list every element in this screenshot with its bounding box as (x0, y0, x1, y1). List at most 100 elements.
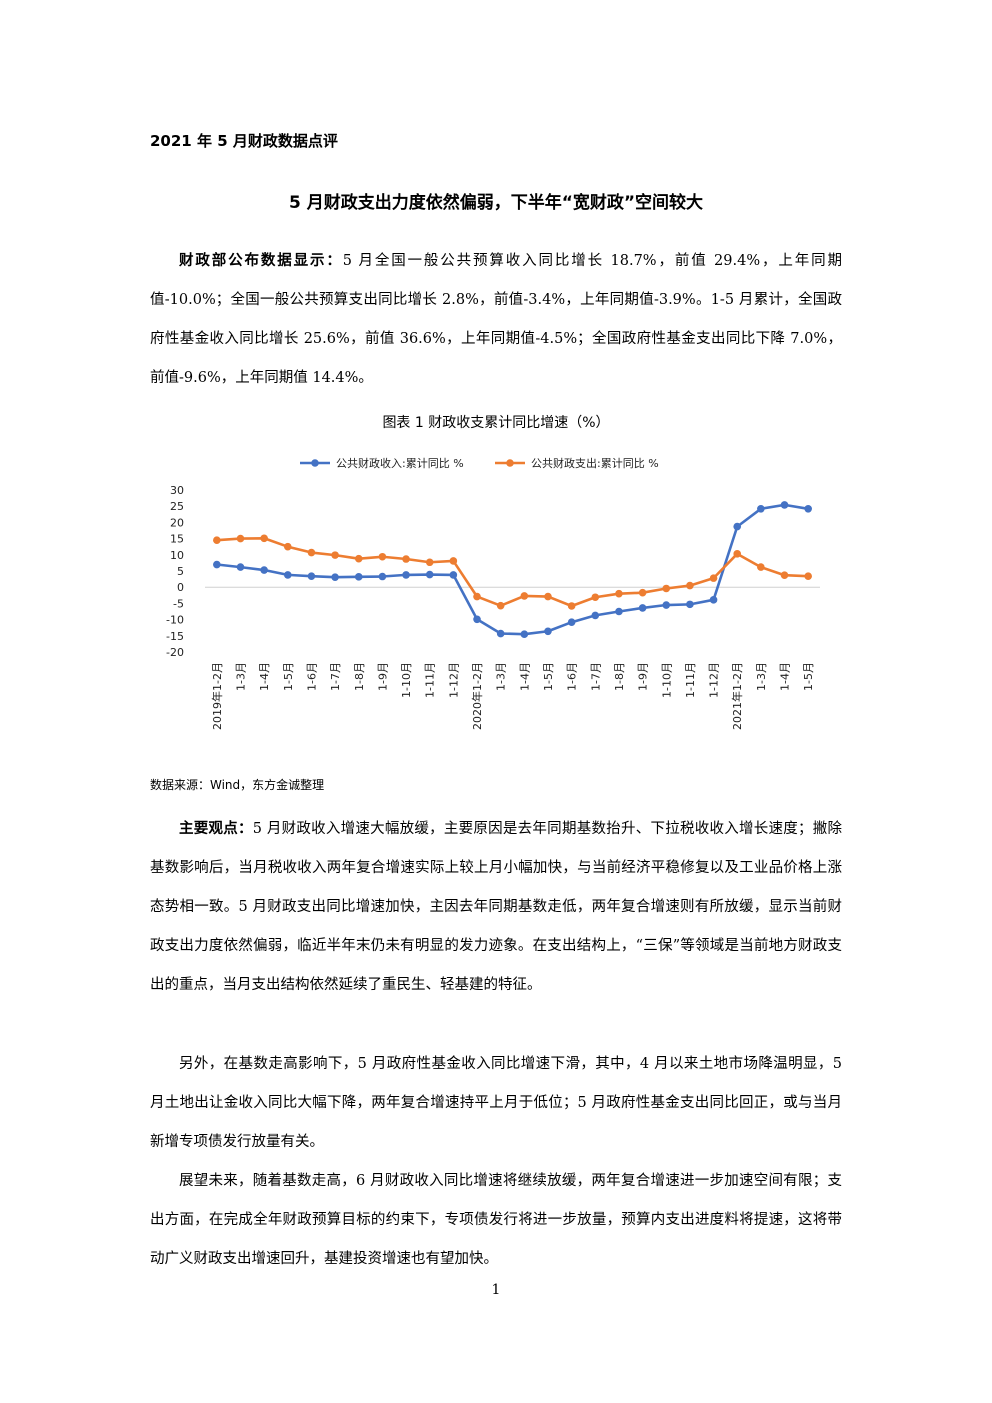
data-point-series-2 (733, 550, 742, 558)
x-tick-label: 1-8月 (353, 662, 366, 691)
data-point-series-1 (780, 501, 789, 509)
data-point-series-2 (496, 601, 505, 610)
intro-bold-label: 财政部公布数据显示： (179, 253, 343, 269)
views-paragraph: 主要观点：5 月财政收入增速大幅放缓，主要原因是去年同期基数抬升、下拉税收收入增… (150, 810, 842, 1005)
data-point-series-2 (638, 588, 647, 597)
legend-label: 公共财政收入:累计同比 % (336, 456, 464, 470)
figure-title: 图表 1 财政收支累计同比增速（%） (382, 415, 610, 431)
data-point-series-2 (757, 563, 765, 571)
data-point-series-1 (496, 629, 505, 638)
y-tick-label: 0 (177, 581, 184, 594)
data-point-series-2 (686, 581, 694, 590)
data-point-series-2 (402, 555, 410, 563)
data-point-series-2 (260, 534, 268, 543)
data-point-series-2 (567, 602, 576, 610)
page-number: 1 (491, 1282, 501, 1298)
data-point-series-1 (567, 618, 576, 626)
data-point-series-2 (473, 592, 481, 601)
data-point-series-2 (425, 558, 434, 567)
y-tick-label: -15 (166, 630, 184, 643)
paragraph-2: 另外，在基数走高影响下，5 月政府性基金收入同比增速下滑，其中，4 月以来土地市… (150, 1056, 842, 1150)
y-tick-label: 10 (170, 549, 184, 562)
x-tick-label: 1-4月 (779, 662, 792, 691)
y-tick-label: -10 (166, 614, 184, 627)
data-point-series-1 (236, 563, 245, 571)
fiscal-growth-chart: 30 25 20 15 10 5 0 -5 -10 -15 -20 2019年1-2月 1-3月 1-4月… (166, 456, 820, 730)
data-point-series-1 (260, 566, 268, 574)
figure-source: 数据来源：Wind，东方金诚整理 (150, 778, 325, 792)
data-point-series-1 (804, 504, 812, 513)
x-tick-label: 1-7月 (589, 662, 602, 691)
x-tick-label: 1-3月 (495, 662, 508, 691)
document-header: 2021 年 5 月财政数据点评 (150, 132, 338, 150)
legend-label: 公共财政支出:累计同比 % (531, 456, 659, 470)
x-tick-label: 1-9月 (637, 662, 650, 691)
x-tick-label: 1-5月 (802, 662, 815, 691)
data-point-series-1 (354, 573, 363, 581)
y-tick-label: 5 (177, 565, 184, 578)
x-tick-label: 1-7月 (329, 662, 342, 691)
data-point-series-1 (615, 607, 623, 616)
data-point-series-2 (544, 592, 552, 601)
data-point-series-2 (591, 593, 600, 602)
y-tick-label: -5 (173, 597, 184, 610)
data-point-series-2 (283, 542, 292, 551)
y-tick-label: 20 (170, 516, 184, 529)
x-tick-label: 1-5月 (542, 662, 555, 691)
data-point-series-1 (378, 572, 387, 581)
article-title: 5 月财政支出力度依然偏弱，下半年“宽财政”空间较大 (288, 193, 704, 213)
data-point-series-2 (804, 572, 812, 580)
data-point-series-2 (780, 571, 789, 580)
data-point-series-1 (449, 571, 458, 579)
x-tick-label: 1-8月 (613, 662, 626, 691)
legend-swatch-marker (506, 459, 514, 467)
x-tick-label: 1-12月 (708, 662, 721, 698)
x-tick-label: 1-5月 (282, 662, 295, 691)
x-tick-label: 1-10月 (660, 662, 673, 698)
x-tick-label: 1-12月 (447, 662, 460, 698)
data-point-series-1 (520, 630, 529, 638)
x-tick-label: 1-9月 (376, 662, 389, 691)
x-tick-label: 1-6月 (566, 662, 579, 691)
x-tick-label: 1-4月 (518, 662, 531, 691)
data-point-series-1 (686, 600, 694, 609)
x-tick-label: 1-3月 (755, 662, 768, 691)
x-tick-label: 2020年1-2月 (470, 662, 484, 730)
legend-swatch-marker (311, 459, 319, 467)
data-point-series-1 (638, 604, 647, 612)
y-tick-label: -20 (166, 646, 184, 659)
series-line-1 (216, 503, 809, 636)
data-point-series-2 (378, 552, 387, 561)
data-point-series-1 (591, 611, 600, 620)
intro-paragraph: 财政部公布数据显示：5 月全国一般公共预算收入同比增长 18.7%，前值 29.… (150, 242, 842, 398)
y-tick-label: 30 (170, 484, 184, 497)
x-tick-label: 1-4月 (258, 662, 271, 691)
data-point-series-1 (425, 570, 434, 579)
data-point-series-1 (662, 601, 671, 609)
data-point-series-1 (733, 522, 742, 531)
y-tick-label: 15 (170, 533, 184, 546)
data-point-series-2 (520, 592, 529, 600)
data-point-series-2 (709, 574, 718, 582)
data-point-series-2 (662, 584, 671, 593)
paragraph-3: 展望未来，随着基数走高，6 月财政收入同比增速将继续放缓，两年复合增速进一步加速… (150, 1173, 842, 1267)
views-text: 5 月财政收入增速大幅放缓，主要原因是去年同期基数抬升、下拉税收收入增长速度；撇… (150, 821, 843, 993)
data-point-series-1 (544, 627, 552, 636)
data-point-series-1 (402, 571, 410, 579)
data-point-series-2 (449, 557, 458, 565)
x-tick-label: 1-3月 (234, 662, 247, 691)
data-point-series-1 (331, 573, 339, 581)
data-point-series-1 (473, 615, 481, 624)
y-tick-label: 25 (170, 500, 184, 513)
data-point-series-2 (236, 534, 245, 543)
x-tick-label: 2019年1-2月 (210, 662, 224, 730)
data-point-series-1 (307, 572, 316, 580)
data-point-series-2 (307, 548, 316, 557)
intro-text: 5 月全国一般公共预算收入同比增长 18.7%，前值 29.4%，上年同期值-1… (150, 253, 842, 386)
data-point-series-1 (709, 596, 718, 604)
data-point-series-1 (283, 571, 292, 579)
x-tick-label: 2021年1-2月 (730, 662, 744, 730)
series-line-2 (216, 536, 809, 608)
data-point-series-2 (354, 554, 363, 563)
data-point-series-2 (331, 551, 339, 559)
